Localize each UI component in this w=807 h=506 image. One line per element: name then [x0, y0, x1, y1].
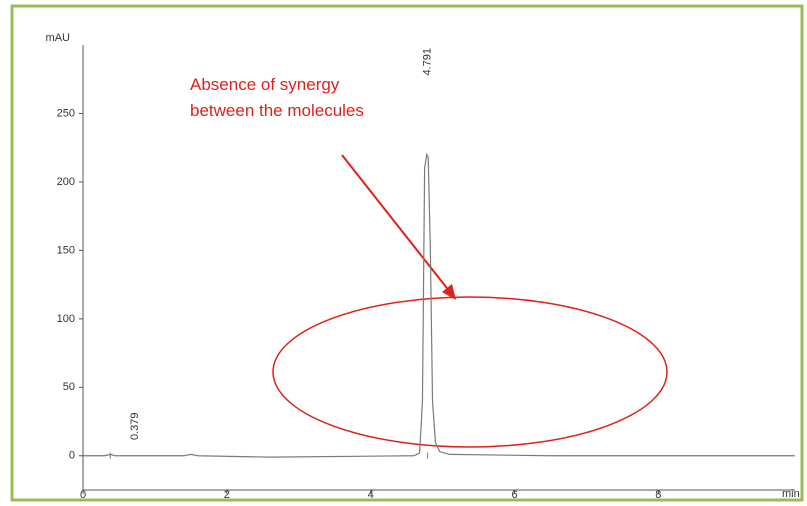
x-tick-label: 0 [80, 489, 86, 501]
frame [10, 4, 804, 502]
x-tick-label: 4 [368, 489, 374, 501]
x-axis-label: min [782, 488, 800, 500]
x-tick-label: 8 [655, 489, 661, 501]
y-tick-label: 100 [57, 313, 75, 325]
x-tick-label: 6 [511, 489, 517, 501]
signal-line [83, 152, 795, 458]
annotation: Absence of synergy [190, 75, 340, 94]
y-tick-label: 50 [63, 381, 75, 393]
peak-label: 0.379 [129, 412, 141, 440]
y-tick-label: 250 [57, 107, 75, 119]
annotation: between the molecules [190, 101, 364, 120]
highlight-ellipse [272, 296, 668, 448]
y-axis-label: mAU [46, 32, 71, 44]
y-tick-label: 150 [57, 244, 75, 256]
y-tick-label: 0 [69, 450, 75, 462]
x-tick-label: 2 [224, 489, 230, 501]
peak-label: 4.791 [421, 48, 433, 76]
arrow [341, 154, 451, 293]
y-tick-label: 200 [57, 176, 75, 188]
arrow-head [442, 284, 456, 300]
